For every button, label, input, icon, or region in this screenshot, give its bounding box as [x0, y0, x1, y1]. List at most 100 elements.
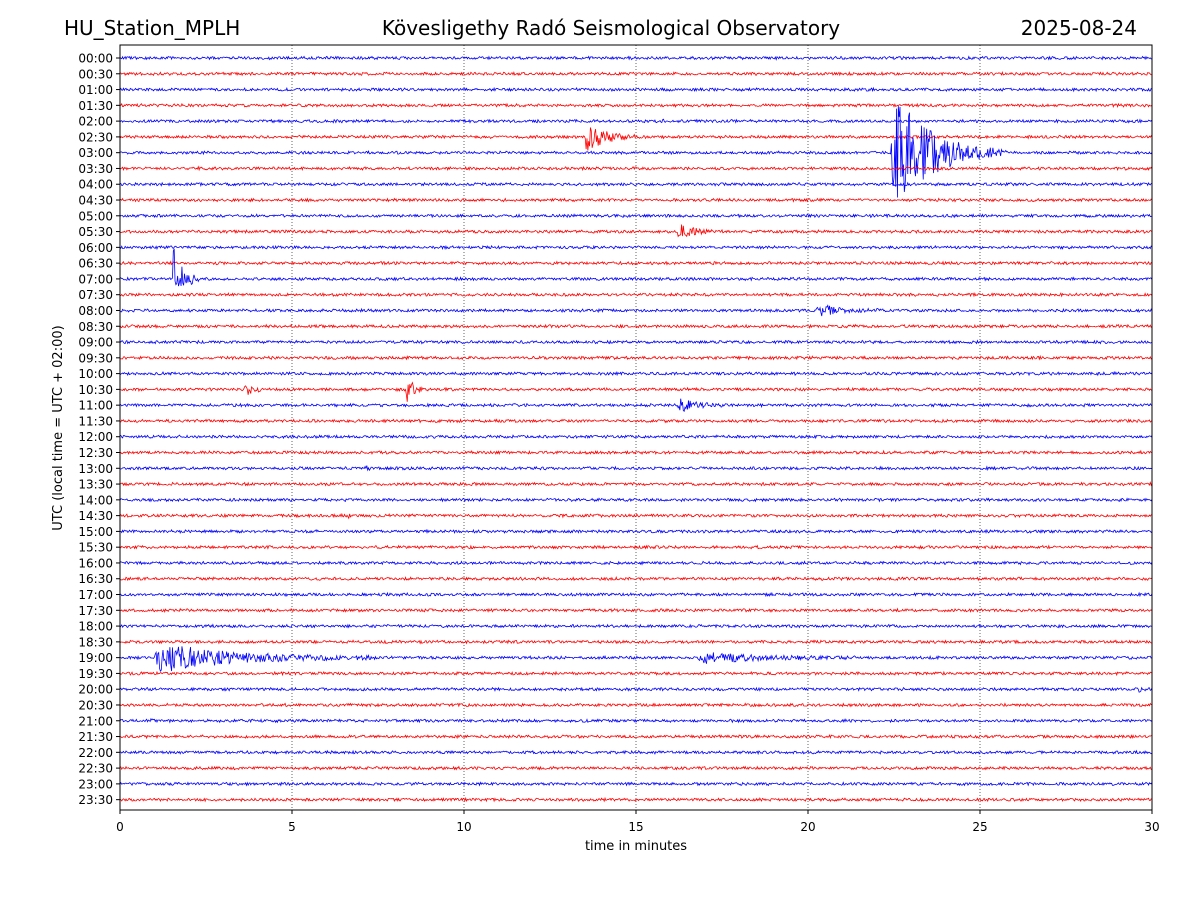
y-tick-label: 20:00	[78, 683, 113, 697]
y-tick-label: 06:00	[78, 241, 113, 255]
seismic-traces	[119, 55, 1153, 803]
y-tick-label: 03:00	[78, 146, 113, 160]
y-tick-label: 21:30	[78, 730, 113, 744]
trace-0330	[119, 165, 1153, 172]
y-tick-label: 02:00	[78, 115, 113, 129]
trace-0030	[119, 71, 1153, 77]
trace-1800	[119, 623, 1153, 629]
trace-1330	[119, 481, 1153, 487]
trace-2130	[119, 733, 1153, 740]
y-tick-label: 19:00	[78, 651, 113, 665]
trace-0130	[119, 102, 1153, 109]
y-tick-label: 08:30	[78, 320, 113, 334]
y-tick-label: 13:00	[78, 462, 113, 476]
trace-2200	[119, 749, 1153, 756]
trace-0800	[119, 304, 1153, 317]
y-tick-label: 15:00	[78, 525, 113, 539]
trace-1230	[119, 449, 1153, 456]
y-tick-label: 10:00	[78, 367, 113, 381]
trace-0500	[119, 213, 1153, 219]
trace-0700	[119, 248, 1153, 287]
trace-2230	[119, 765, 1153, 771]
trace-2030	[119, 702, 1153, 708]
trace-1300	[119, 465, 1153, 472]
trace-2330	[119, 796, 1153, 803]
y-tick-label: 04:00	[78, 178, 113, 192]
trace-1630	[119, 576, 1153, 582]
trace-1000	[119, 370, 1153, 377]
x-tick-label: 15	[628, 820, 643, 834]
trace-1530	[119, 544, 1153, 550]
x-gridlines	[291, 45, 981, 810]
trace-0600	[119, 244, 1153, 251]
y-tick-label: 16:30	[78, 572, 113, 586]
y-tick-label: 05:30	[78, 225, 113, 239]
y-tick-label: 12:30	[78, 446, 113, 460]
y-tick-label: 10:30	[78, 383, 113, 397]
trace-0530	[119, 224, 1153, 238]
trace-1100	[119, 398, 1153, 412]
x-tick-label: 25	[972, 820, 987, 834]
trace-1130	[119, 418, 1153, 424]
x-axis-label: time in minutes	[585, 839, 687, 854]
x-tick-label: 0	[116, 820, 124, 834]
y-tick-label: 00:00	[78, 52, 113, 66]
trace-0000	[119, 55, 1153, 61]
trace-0300	[119, 106, 1153, 198]
trace-1900	[119, 646, 1153, 673]
date-label: 2025-08-24	[1021, 16, 1137, 40]
trace-1400	[119, 497, 1153, 503]
trace-0430	[119, 197, 1153, 203]
y-tick-label: 16:00	[78, 556, 113, 570]
y-tick-label: 12:00	[78, 430, 113, 444]
y-tick-label: 11:00	[78, 399, 113, 413]
y-tick-label: 22:30	[78, 762, 113, 776]
y-tick-label: 14:00	[78, 493, 113, 507]
y-tick-label: 13:30	[78, 478, 113, 492]
y-tick-label: 11:30	[78, 414, 113, 428]
y-tick-label: 21:00	[78, 714, 113, 728]
trace-2100	[119, 717, 1153, 724]
trace-1730	[119, 607, 1153, 613]
y-tick-label: 17:30	[78, 604, 113, 618]
y-tick-label: 03:30	[78, 162, 113, 176]
plot-frame	[119, 44, 1153, 811]
trace-0730	[119, 292, 1153, 298]
trace-0630	[119, 260, 1153, 266]
y-tick-label: 19:30	[78, 667, 113, 681]
trace-2300	[119, 781, 1153, 787]
trace-0900	[119, 339, 1153, 345]
x-tick-label: 30	[1144, 820, 1159, 834]
y-tick-label: 18:30	[78, 635, 113, 649]
chart-title: Kövesligethy Radó Seismological Observat…	[382, 16, 840, 40]
x-tick-label: 5	[288, 820, 296, 834]
trace-2000	[119, 686, 1153, 693]
trace-1600	[119, 560, 1153, 566]
y-tick-label: 05:00	[78, 209, 113, 223]
x-axis-ticks: 0 5 10 15 20 25 30	[116, 810, 1160, 834]
trace-1830	[119, 639, 1153, 645]
y-tick-label: 09:30	[78, 351, 113, 365]
x-tick-label: 10	[456, 820, 471, 834]
trace-0930	[119, 354, 1153, 361]
y-tick-label: 04:30	[78, 194, 113, 208]
y-tick-label: 01:00	[78, 83, 113, 97]
trace-1700	[119, 591, 1153, 598]
trace-1030	[119, 381, 1153, 402]
trace-0200	[119, 118, 1153, 124]
y-tick-label: 15:30	[78, 541, 113, 555]
y-tick-label: 02:30	[78, 130, 113, 144]
x-tick-label: 20	[800, 820, 815, 834]
station-label: HU_Station_MPLH	[64, 16, 240, 40]
trace-1200	[119, 434, 1153, 440]
y-tick-label: 18:00	[78, 620, 113, 634]
y-tick-label: 00:30	[78, 67, 113, 81]
y-tick-label: 07:30	[78, 288, 113, 302]
y-tick-label: 14:30	[78, 509, 113, 523]
y-tick-label: 07:00	[78, 272, 113, 286]
trace-1930	[119, 670, 1153, 677]
y-tick-label: 23:00	[78, 777, 113, 791]
trace-0400	[119, 181, 1153, 188]
